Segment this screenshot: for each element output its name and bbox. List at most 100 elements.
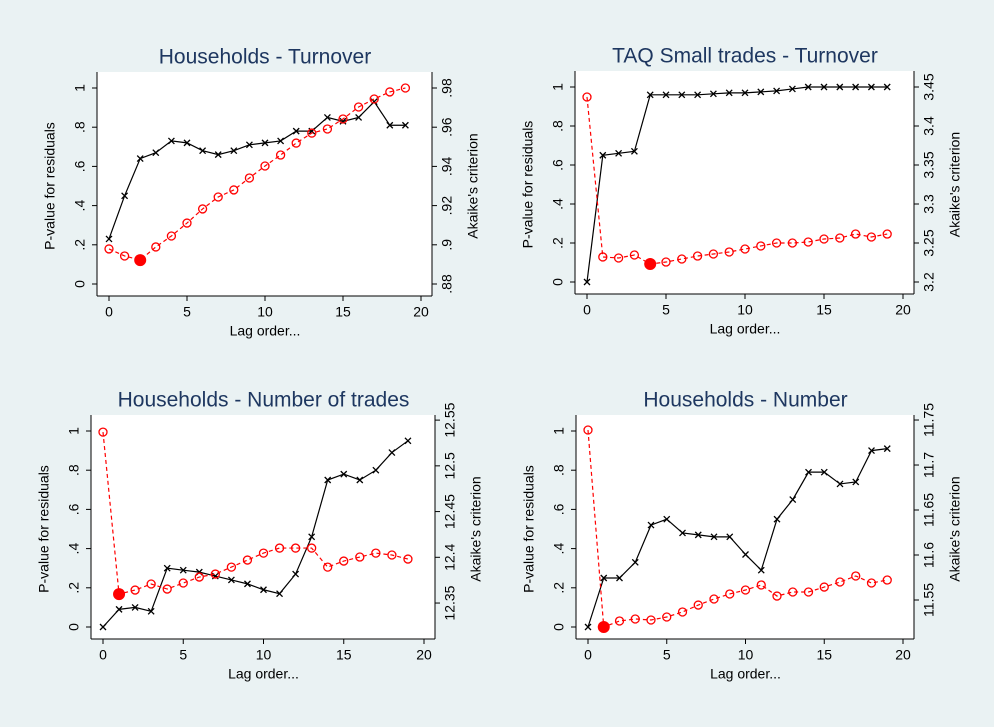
y-tick-label: 0 [72,280,88,288]
point [404,437,412,445]
y2-tick-label: 11.7 [921,452,937,478]
point [338,114,348,124]
point [678,91,686,99]
series-line [102,432,409,595]
y-tick-label: .8 [66,464,82,476]
point [710,533,718,541]
point [852,478,860,486]
y-tick-label: .2 [550,237,566,249]
panel-title: TAQ Small trades - Turnover [612,45,878,68]
point [615,149,623,157]
point [773,87,781,95]
point [866,578,877,588]
point [882,229,892,239]
point [98,427,108,437]
point [709,90,717,98]
point [260,586,267,594]
y2-tick-label: 12.35 [442,585,458,620]
x-tick-label: 0 [105,304,113,320]
point [646,615,656,625]
x-tick-label: 20 [413,304,429,320]
point [630,147,638,155]
y2-axis-title: Akaike's criterion [947,476,963,581]
point [883,83,891,91]
point [741,89,749,97]
point [99,623,107,631]
point [805,468,812,476]
plot-area [575,71,914,294]
series-line [587,429,888,628]
point [322,124,333,134]
point [245,141,253,149]
point [724,247,734,257]
x-tick-label: 10 [738,647,754,663]
point [692,251,703,261]
point [290,543,301,553]
y2-tick-label: 12.4 [442,543,458,570]
y-axis-title: P-value for residuals [520,121,536,249]
y-tick-label: .8 [550,120,566,132]
point [725,89,733,97]
point [179,566,187,574]
y2-tick-label: 11.6 [921,542,937,568]
point [867,83,875,91]
point [662,612,672,622]
point [851,571,861,581]
y-tick-label: 0 [550,278,566,286]
point [147,607,155,615]
point [583,425,593,435]
y2-tick-label: .88 [439,274,455,294]
y2-tick-label: .9 [439,239,455,251]
point [677,607,688,617]
y2-tick-label: .98 [439,78,455,98]
point [661,257,671,267]
y-tick-label: .2 [551,582,567,594]
point [788,85,796,93]
y-axis-title: P-value for residuals [36,465,52,593]
x-tick-label: 20 [895,302,911,318]
y2-tick-label: .96 [439,117,455,137]
point [306,543,317,553]
point [115,605,123,613]
point [804,83,812,91]
point [819,582,829,592]
point [401,121,409,129]
point [230,147,238,155]
point [151,242,161,252]
point [756,241,766,251]
point [740,244,750,254]
point [630,614,640,624]
selected-point [644,257,657,270]
point [803,587,814,597]
point [213,192,223,202]
point [182,218,192,228]
point [836,83,844,91]
point [167,137,175,145]
series-line [102,440,409,628]
point [868,447,875,455]
point [400,83,411,93]
point [324,476,332,484]
point [194,572,204,582]
point [693,600,703,610]
panel-title: Households - Number of trades [118,389,410,412]
point [582,92,592,102]
point [820,83,828,91]
plot-area [91,415,435,639]
point [866,232,877,242]
point [709,594,719,604]
point [369,94,379,104]
x-tick-label: 5 [179,647,187,663]
y2-tick-label: 12.5 [442,452,458,479]
plot-area [97,72,432,296]
x-tick-label: 0 [584,647,592,663]
point [694,531,702,539]
point [629,250,640,260]
y-tick-label: 1 [550,83,566,91]
y2-tick-label: 3.35 [921,151,937,178]
selected-point [113,588,126,601]
point [771,238,782,248]
y2-tick-label: 3.2 [921,272,937,292]
point [677,254,687,264]
y2-axis-title: Akaike's criterion [465,133,481,238]
